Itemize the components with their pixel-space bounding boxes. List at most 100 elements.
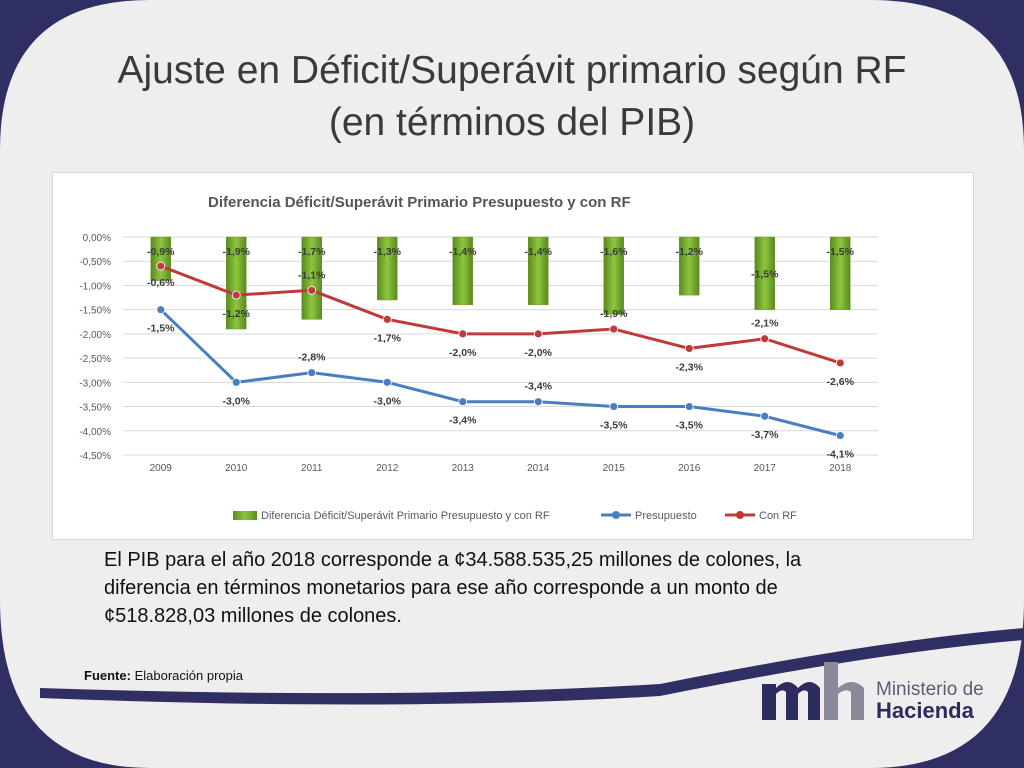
- con-rf-data-label: -1,1%: [298, 269, 326, 281]
- presupuesto-point: [533, 397, 543, 407]
- presupuesto-point: [760, 411, 770, 421]
- logo-text-ministerio: Ministerio de: [876, 679, 984, 700]
- source-note: Fuente: Elaboración propia: [84, 668, 243, 683]
- x-tick-label: 2009: [150, 463, 173, 474]
- y-tick-label: -3,50%: [79, 403, 111, 414]
- body-paragraph: El PIB para el año 2018 corresponde a ¢3…: [104, 549, 802, 627]
- x-tick-label: 2013: [452, 463, 475, 474]
- con-rf-data-label: -2,3%: [676, 361, 704, 373]
- bar: [452, 236, 473, 306]
- con-rf-point: [533, 329, 543, 339]
- con-rf-point: [760, 334, 770, 344]
- bar: [754, 236, 775, 310]
- presupuesto-point: [156, 305, 166, 315]
- presupuesto-data-label: -3,0%: [223, 395, 251, 407]
- legend-presupuesto-marker: [612, 511, 620, 519]
- bar: [377, 236, 398, 301]
- y-tick-label: -4,50%: [79, 451, 111, 462]
- x-tick-label: 2011: [301, 463, 323, 474]
- bar-data-label: -1,7%: [298, 246, 326, 258]
- presupuesto-point: [835, 431, 845, 441]
- bar-data-label: -1,4%: [449, 246, 477, 258]
- y-tick-label: -2,50%: [79, 354, 111, 365]
- legend-con-rf-marker: [736, 511, 744, 519]
- presupuesto-data-label: -3,4%: [525, 381, 553, 393]
- bar-data-label: -1,6%: [600, 246, 628, 258]
- chart-title: Diferencia Déficit/Superávit Primario Pr…: [208, 194, 631, 211]
- x-tick-label: 2015: [603, 463, 626, 474]
- con-rf-point: [609, 324, 619, 334]
- con-rf-data-label: -2,0%: [525, 347, 553, 359]
- legend-label-con-rf: Con RF: [759, 510, 797, 522]
- y-tick-label: -1,50%: [79, 306, 111, 317]
- presupuesto-data-label: -1,5%: [147, 323, 175, 335]
- bar-data-label: -1,5%: [827, 246, 855, 258]
- chart: Diferencia Déficit/Superávit Primario Pr…: [79, 194, 878, 522]
- y-tick-label: -3,00%: [79, 378, 111, 389]
- logo-text-hacienda: Hacienda: [876, 698, 974, 723]
- bar: [603, 236, 624, 315]
- chart-panel: Diferencia Déficit/Superávit Primario Pr…: [52, 172, 974, 540]
- slide-subtitle: (en términos del PIB): [328, 101, 696, 144]
- bar: [150, 236, 171, 281]
- legend-bar-swatch: [233, 511, 257, 520]
- bar-series: [150, 236, 851, 330]
- slide-title: Ajuste en Déficit/Superávit primario seg…: [117, 49, 907, 92]
- bar: [830, 236, 851, 310]
- con-rf-data-label: -1,9%: [600, 308, 628, 320]
- con-rf-data-label: -1,7%: [374, 332, 402, 344]
- x-tick-label: 2012: [376, 463, 399, 474]
- presupuesto-point: [458, 397, 468, 407]
- y-axis: 0,00% -0,50% -1,00% -1,50% -2,00% -2,50% -3,00…: [79, 233, 111, 462]
- x-tick-label: 2016: [678, 463, 701, 474]
- x-tick-label: 2017: [754, 463, 777, 474]
- x-tick-label: 2014: [527, 463, 550, 474]
- y-tick-label: 0,00%: [83, 233, 111, 244]
- bar-data-label: -1,2%: [676, 246, 704, 258]
- bar-data-label: -1,5%: [751, 268, 779, 280]
- source-label: Fuente:: [84, 668, 131, 683]
- con-rf-data-label: -2,6%: [827, 376, 855, 388]
- source-text: Elaboración propia: [130, 668, 243, 683]
- y-tick-label: -1,00%: [79, 281, 111, 292]
- bar: [528, 236, 549, 306]
- y-tick-label: -2,00%: [79, 330, 111, 341]
- presupuesto-data-label: -2,8%: [298, 352, 326, 364]
- presupuesto-data-label: -3,7%: [751, 429, 779, 441]
- bar: [301, 236, 322, 320]
- bar-data-label: -1,9%: [223, 246, 251, 258]
- presupuesto-point: [684, 402, 694, 411]
- bar-data-label: -1,4%: [525, 246, 553, 258]
- con-rf-data-label: -2,0%: [449, 347, 477, 359]
- ministerio-hacienda-logo: [762, 662, 864, 720]
- presupuesto-data-label: -3,5%: [676, 420, 704, 432]
- con-rf-point: [231, 290, 241, 300]
- con-rf-line: [160, 264, 841, 365]
- presupuesto-data-label: -3,5%: [600, 420, 628, 432]
- con-rf-point: [458, 329, 468, 339]
- bar: [679, 236, 700, 296]
- x-tick-label: 2010: [225, 463, 248, 474]
- presupuesto-point: [382, 377, 392, 387]
- x-tick-label: 2018: [829, 463, 852, 474]
- y-tick-label: -4,00%: [79, 427, 111, 438]
- chart-grid: [123, 236, 878, 456]
- presupuesto-point: [609, 402, 619, 411]
- bar: [226, 236, 247, 330]
- con-rf-data-label: -1,2%: [223, 308, 251, 320]
- data-labels: -0,9% -1,9% -1,7% -1,3% -1,4% -1,4% -1,6% -1,2%…: [147, 246, 855, 461]
- presupuesto-line: [159, 308, 841, 438]
- line-series: [156, 261, 845, 441]
- chart-legend: Diferencia Déficit/Superávit Primario Pr…: [233, 510, 797, 522]
- con-rf-point: [156, 261, 166, 271]
- con-rf-point: [307, 285, 317, 295]
- legend-label-presupuesto: Presupuesto: [635, 510, 697, 522]
- presupuesto-point: [231, 377, 241, 387]
- bar-data-label: -0,9%: [147, 246, 175, 258]
- legend-label-diferencia: Diferencia Déficit/Superávit Primario Pr…: [261, 510, 550, 522]
- y-tick-label: -0,50%: [79, 257, 111, 268]
- presupuesto-data-label: -3,4%: [449, 415, 477, 427]
- x-axis: 2009 2010 2011 2012 2013 2014 2015 2016 2017 2018: [150, 463, 852, 474]
- con-rf-point: [382, 314, 392, 324]
- presupuesto-data-label: -3,0%: [374, 395, 402, 407]
